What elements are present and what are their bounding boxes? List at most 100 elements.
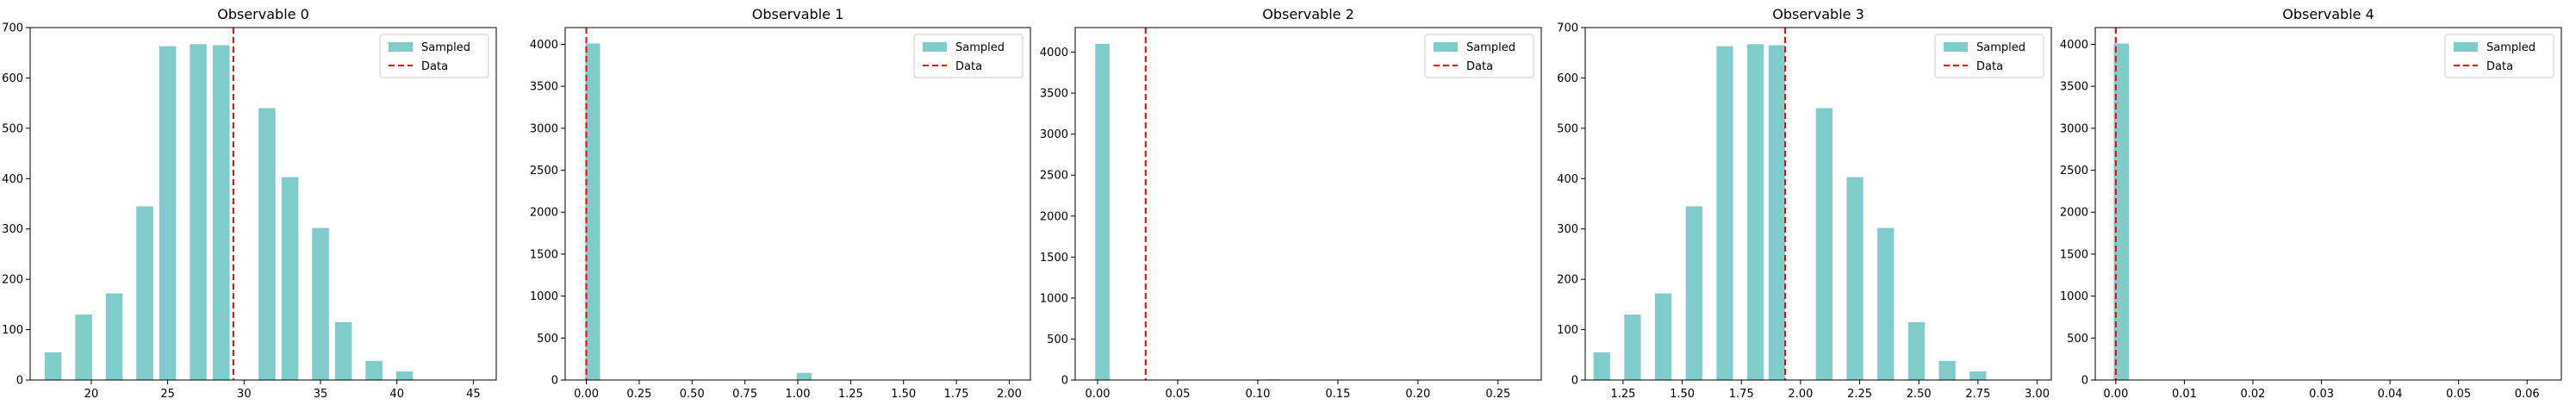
bar bbox=[1815, 108, 1832, 380]
chart-title: Observable 0 bbox=[217, 6, 309, 22]
subplot-0: Observable 0 20 25 30 35 40 45 0 100 200 300 400 500… bbox=[2, 6, 497, 401]
legend-label-data: Data bbox=[2486, 60, 2513, 73]
bar bbox=[1907, 321, 1926, 380]
legend-swatch-sampled bbox=[389, 42, 413, 52]
axes-frame bbox=[2094, 27, 2562, 381]
bar bbox=[1655, 293, 1672, 380]
y-tick-label: 4000 bbox=[1040, 47, 1068, 59]
bar bbox=[2113, 43, 2129, 380]
x-tick-label: 0.03 bbox=[2309, 388, 2334, 401]
x-tick-label: 0.04 bbox=[2378, 388, 2403, 401]
subplot-1: Observable 1 0.00 0.25 0.50 0.75 1.00 1.25 1.50… bbox=[530, 6, 1031, 401]
subplot-3: Observable 3 1.25 1.50 1.75 2.00 2.25 2.50 2.75… bbox=[1557, 6, 2052, 401]
x-tick-label: 25 bbox=[160, 388, 175, 401]
subplot-2: Observable 2 0.00 0.05 0.10 0.15 0.20 0.25 0 500… bbox=[1040, 6, 1542, 401]
x-tick-label: 0.00 bbox=[1086, 388, 1111, 401]
x-tick-label: 3.00 bbox=[2025, 388, 2050, 401]
bar bbox=[75, 315, 92, 380]
x-tick-label: 0.02 bbox=[2241, 388, 2266, 401]
legend-label-data: Data bbox=[1466, 60, 1493, 73]
legend-label-sampled: Sampled bbox=[1976, 41, 2025, 54]
x-tick-label: 0.50 bbox=[680, 388, 705, 401]
y-tick-label: 500 bbox=[1557, 122, 1578, 135]
y-tick-label: 200 bbox=[2, 274, 23, 287]
bar bbox=[212, 45, 230, 380]
x-tick-label: 0.00 bbox=[574, 388, 599, 401]
x-tick-label: 0.05 bbox=[2446, 388, 2471, 401]
bar bbox=[258, 108, 276, 380]
y-tick-label: 1500 bbox=[1040, 252, 1068, 265]
y-tick-label: 300 bbox=[2, 223, 23, 236]
y-tick-label: 0 bbox=[551, 375, 558, 388]
bar bbox=[44, 352, 62, 380]
x-tick-label: 1.75 bbox=[944, 388, 969, 401]
legend-swatch-sampled bbox=[1944, 42, 1968, 52]
y-tick-label: 100 bbox=[2, 324, 23, 337]
axes-frame bbox=[1584, 27, 2052, 381]
bar bbox=[365, 360, 383, 380]
y-tick-label: 2000 bbox=[1040, 210, 1068, 223]
legend-label-data: Data bbox=[955, 60, 982, 73]
subplot-4: Observable 4 0.00 0.01 0.02 0.03 0.04 0.05 0.06… bbox=[2060, 6, 2562, 401]
axes-frame bbox=[1074, 27, 1542, 381]
x-tick-label: 2.00 bbox=[1788, 388, 1813, 401]
x-tick-label: 0.10 bbox=[1245, 388, 1270, 401]
axes-frame bbox=[29, 27, 497, 381]
x-tick-label: 30 bbox=[237, 388, 252, 401]
x-tick-label: 20 bbox=[84, 388, 99, 401]
y-tick-label: 0 bbox=[2081, 375, 2088, 388]
x-tick-label: 0.06 bbox=[2515, 388, 2540, 401]
y-tick-label: 2500 bbox=[2060, 165, 2088, 178]
bar bbox=[1095, 44, 1110, 380]
bar bbox=[105, 293, 123, 380]
y-tick-label: 4000 bbox=[2060, 39, 2088, 52]
x-tick-label: 2.50 bbox=[1907, 388, 1932, 401]
x-tick-label: 1.50 bbox=[1670, 388, 1695, 401]
bar bbox=[1938, 360, 1956, 380]
x-tick-label: 0.75 bbox=[732, 388, 757, 401]
y-tick-label: 1500 bbox=[530, 248, 558, 261]
x-tick-label: 1.25 bbox=[1610, 388, 1635, 401]
x-tick-label: 0.01 bbox=[2172, 388, 2197, 401]
legend-swatch-sampled bbox=[2454, 42, 2478, 52]
axes-frame bbox=[564, 27, 1031, 381]
y-tick-label: 100 bbox=[1557, 324, 1578, 337]
chart-title: Observable 3 bbox=[1772, 6, 1864, 22]
chart-title: Observable 1 bbox=[752, 6, 844, 22]
y-tick-label: 1000 bbox=[1040, 292, 1068, 305]
bar bbox=[796, 372, 812, 380]
x-tick-label: 0.05 bbox=[1166, 388, 1191, 401]
y-tick-label: 0 bbox=[1571, 375, 1578, 388]
y-tick-label: 600 bbox=[1557, 72, 1578, 85]
legend-label-data: Data bbox=[421, 60, 448, 73]
y-tick-label: 300 bbox=[1557, 223, 1578, 236]
y-tick-label: 700 bbox=[2, 22, 23, 35]
x-tick-label: 0.15 bbox=[1325, 388, 1350, 401]
legend-swatch-sampled bbox=[1434, 42, 1458, 52]
bar bbox=[585, 43, 600, 380]
x-tick-label: 1.00 bbox=[786, 388, 811, 401]
x-tick-label: 0.20 bbox=[1405, 388, 1430, 401]
x-tick-label: 35 bbox=[314, 388, 328, 401]
legend-label-data: Data bbox=[1976, 60, 2003, 73]
bar bbox=[159, 46, 177, 381]
bar bbox=[395, 371, 414, 380]
bar bbox=[1624, 315, 1641, 380]
bar bbox=[1747, 44, 1764, 380]
legend-swatch-sampled bbox=[923, 42, 947, 52]
y-tick-label: 500 bbox=[2067, 333, 2088, 346]
chart-title: Observable 4 bbox=[2282, 6, 2374, 22]
x-tick-label: 0.25 bbox=[626, 388, 651, 401]
y-tick-label: 1500 bbox=[2060, 248, 2088, 261]
y-tick-label: 700 bbox=[1557, 22, 1578, 35]
bar bbox=[334, 321, 352, 380]
bar bbox=[1685, 206, 1702, 380]
bar bbox=[190, 44, 207, 380]
x-tick-label: 1.50 bbox=[891, 388, 916, 401]
y-tick-label: 1000 bbox=[2060, 290, 2088, 303]
y-tick-label: 500 bbox=[2, 122, 23, 135]
x-tick-label: 0.25 bbox=[1485, 388, 1510, 401]
bar bbox=[1768, 45, 1786, 380]
y-tick-label: 500 bbox=[537, 333, 558, 346]
bar bbox=[281, 177, 299, 380]
